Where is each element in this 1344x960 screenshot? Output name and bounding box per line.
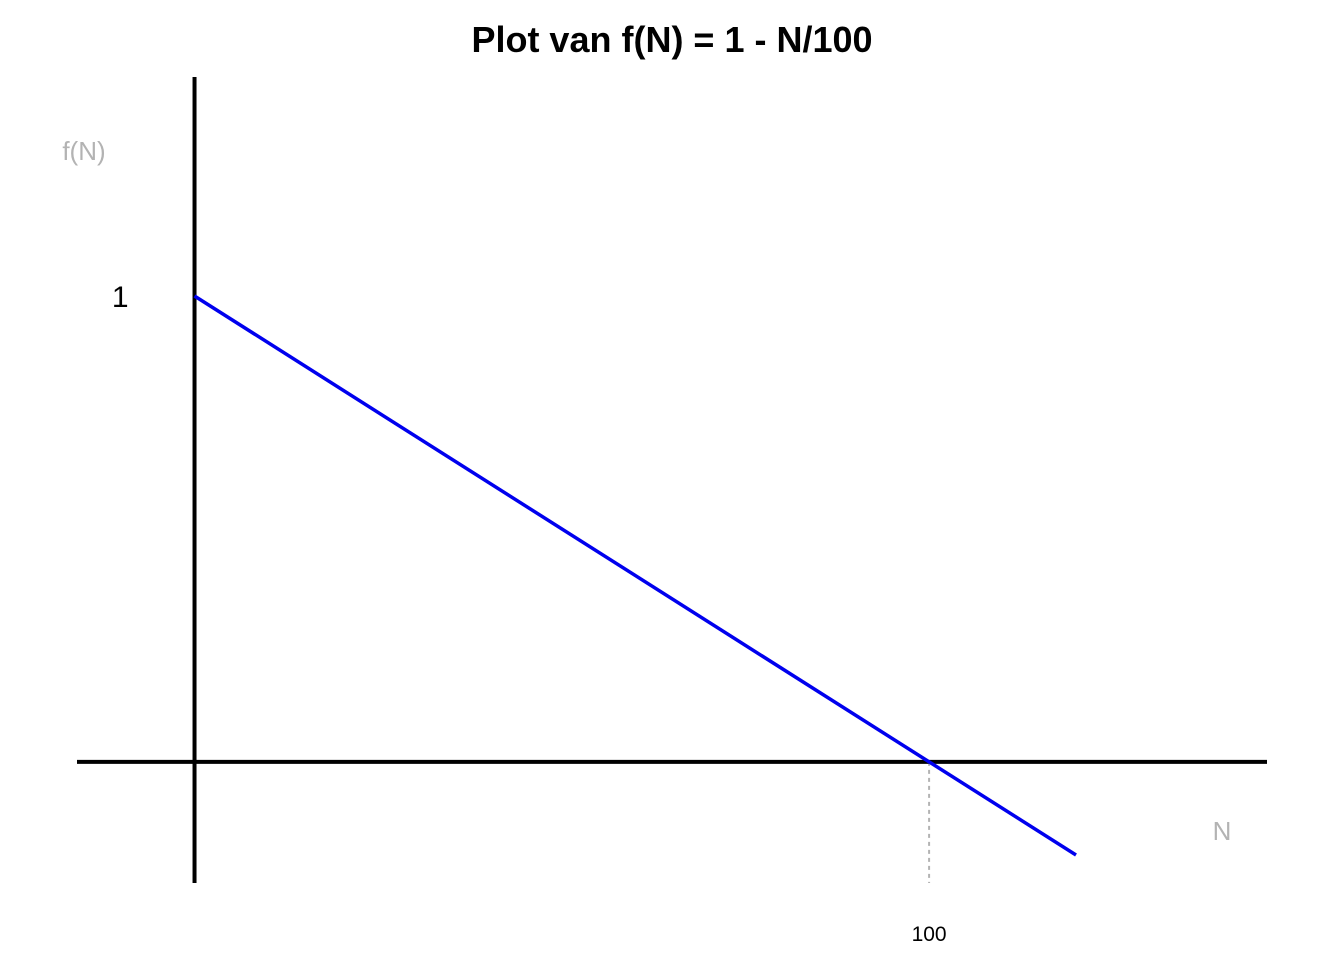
y-axis-label: f(N) (62, 136, 105, 166)
y-tick-label-0: 1 (112, 281, 129, 314)
plot-area: 1 100 (77, 77, 1267, 946)
chart-title: Plot van f(N) = 1 - N/100 (471, 19, 872, 60)
series-line-0 (193, 294, 1077, 857)
x-tick-label-0: 100 (912, 923, 947, 946)
x-axis-label: N (1213, 816, 1232, 846)
